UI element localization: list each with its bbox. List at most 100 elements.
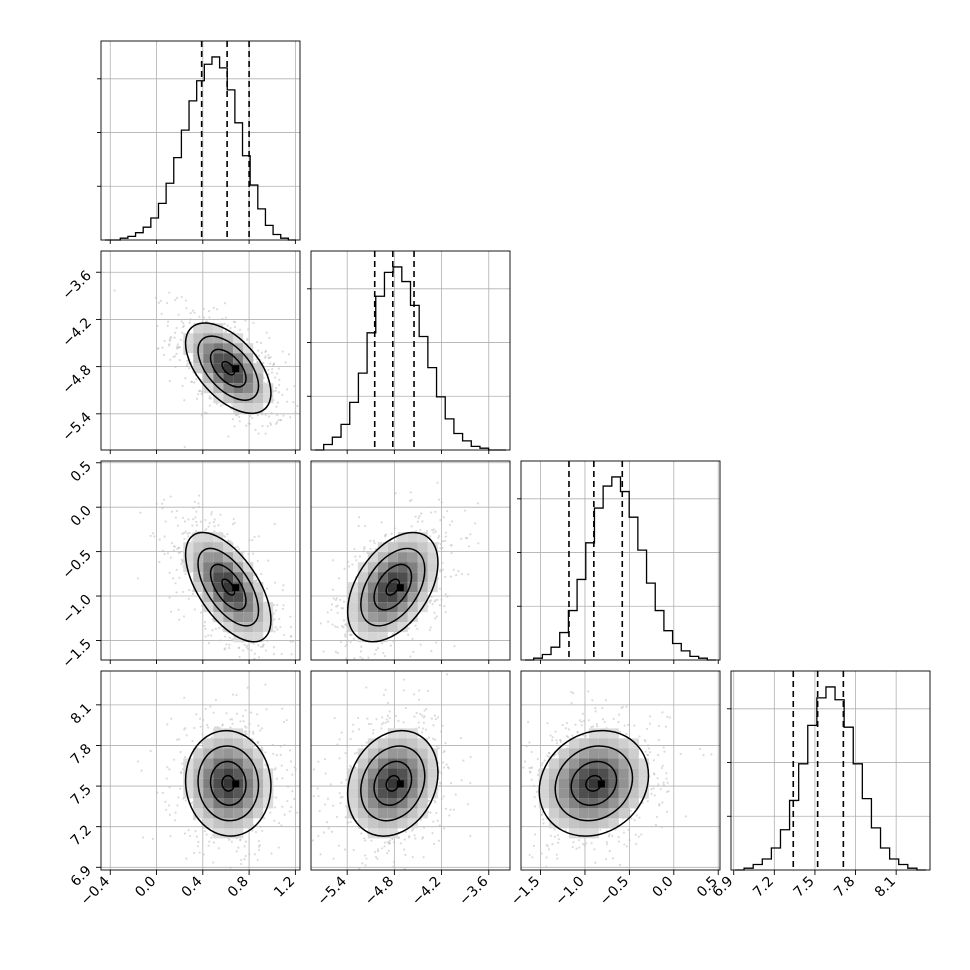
y-tick-label-1: −5.4 [59,409,94,444]
scatter-point [264,432,267,435]
scatter-point [161,549,164,552]
scatter-2-0-density-cell [213,562,224,573]
scatter-point [352,848,355,852]
scatter-point [440,772,443,775]
scatter-point [345,640,349,643]
scatter-point [172,758,176,761]
scatter-point [217,847,220,850]
scatter-point [448,523,452,526]
scatter-point [409,655,412,658]
scatter-point [359,650,363,653]
scatter-3-2-density-cell [568,778,579,789]
scatter-point [668,716,672,719]
scatter-3-0-density-cell [203,818,214,829]
scatter-point [335,815,339,819]
scatter-point [269,362,272,365]
x-tick-label-1: −3.6 [456,873,491,908]
scatter-point [352,637,355,640]
scatter-point [156,347,159,350]
scatter-3-0-density-cell [243,748,254,759]
scatter-point [382,721,385,724]
scatter-point [253,652,256,655]
scatter-point [418,514,421,518]
scatter-point [238,415,241,419]
scatter-point [582,719,585,722]
scatter-point [536,757,539,761]
scatter-point [376,647,380,650]
scatter-point [232,320,235,323]
scatter-3-0-density-cell [243,778,254,789]
scatter-point [269,422,272,425]
scatter-3-2-density-cell [608,748,619,759]
scatter-point [212,521,215,524]
scatter-point [449,575,453,578]
scatter-2-1-density-cell [417,582,428,593]
scatter-point [208,395,211,398]
scatter-3-1-density-cell [377,788,388,799]
scatter-1-0-density-cell [203,353,214,364]
scatter-point [253,853,257,856]
scatter-3-2-density-cell [588,748,599,759]
scatter-2-1-density-cell [387,572,398,583]
x-tick-label-3: 8.1 [872,874,899,901]
scatter-point [273,618,276,621]
scatter-point [264,751,267,754]
scatter-point [211,618,214,621]
scatter-point [203,830,206,833]
scatter-point [191,592,195,595]
scatter-2-0-density-cell [243,622,254,633]
scatter-point [557,751,560,754]
scatter-point [165,808,168,811]
scatter-point [278,378,281,381]
scatter-3-0-density-cell [243,738,254,749]
scatter-2-0-density-cell [233,572,244,583]
scatter-point [252,642,255,645]
scatter-point [208,316,211,319]
scatter-point [660,766,664,770]
scatter-point [394,492,397,495]
scatter-2-1-density-cell [387,542,398,553]
scatter-point [646,744,650,747]
scatter-point [168,768,171,771]
scatter-point [599,828,602,831]
scatter-point [425,529,429,533]
scatter-2-0-density-cell [213,572,224,583]
scatter-point [422,721,426,724]
scatter-point [438,770,441,774]
scatter-1-0-density-cell [203,333,214,344]
scatter-point [392,840,396,844]
scatter-3-1-density-cell [347,778,358,789]
scatter-point [433,714,437,717]
scatter-point [279,753,282,757]
scatter-point [532,784,536,787]
scatter-3-1-density-cell [407,758,418,769]
scatter-point [168,291,171,294]
scatter-3-1-density-cell [357,758,368,769]
scatter-point [237,413,240,416]
scatter-point [633,724,636,727]
scatter-point [386,701,390,704]
scatter-2-1-density-cell [397,612,408,623]
scatter-point [228,636,231,639]
scatter-3-1-density-cell [367,818,378,829]
scatter-point [358,516,361,519]
scatter-point [212,711,215,714]
scatter-point [317,795,320,798]
scatter-point [173,544,176,548]
scatter-point [168,813,172,817]
scatter-point [233,521,236,524]
scatter-point [411,856,414,859]
scatter-3-1-density-cell [387,748,398,759]
scatter-point [244,319,247,322]
scatter-2-1-density-cell [417,562,428,573]
scatter-point [240,862,243,866]
scatter-point [213,530,216,533]
scatter-point [415,711,418,715]
scatter-point [431,528,434,531]
scatter-point [444,611,447,614]
scatter-3-1-density-cell [377,768,388,779]
scatter-point [163,535,166,538]
scatter-point [194,516,197,519]
scatter-2-1-peak [396,584,404,592]
scatter-point [346,821,350,824]
